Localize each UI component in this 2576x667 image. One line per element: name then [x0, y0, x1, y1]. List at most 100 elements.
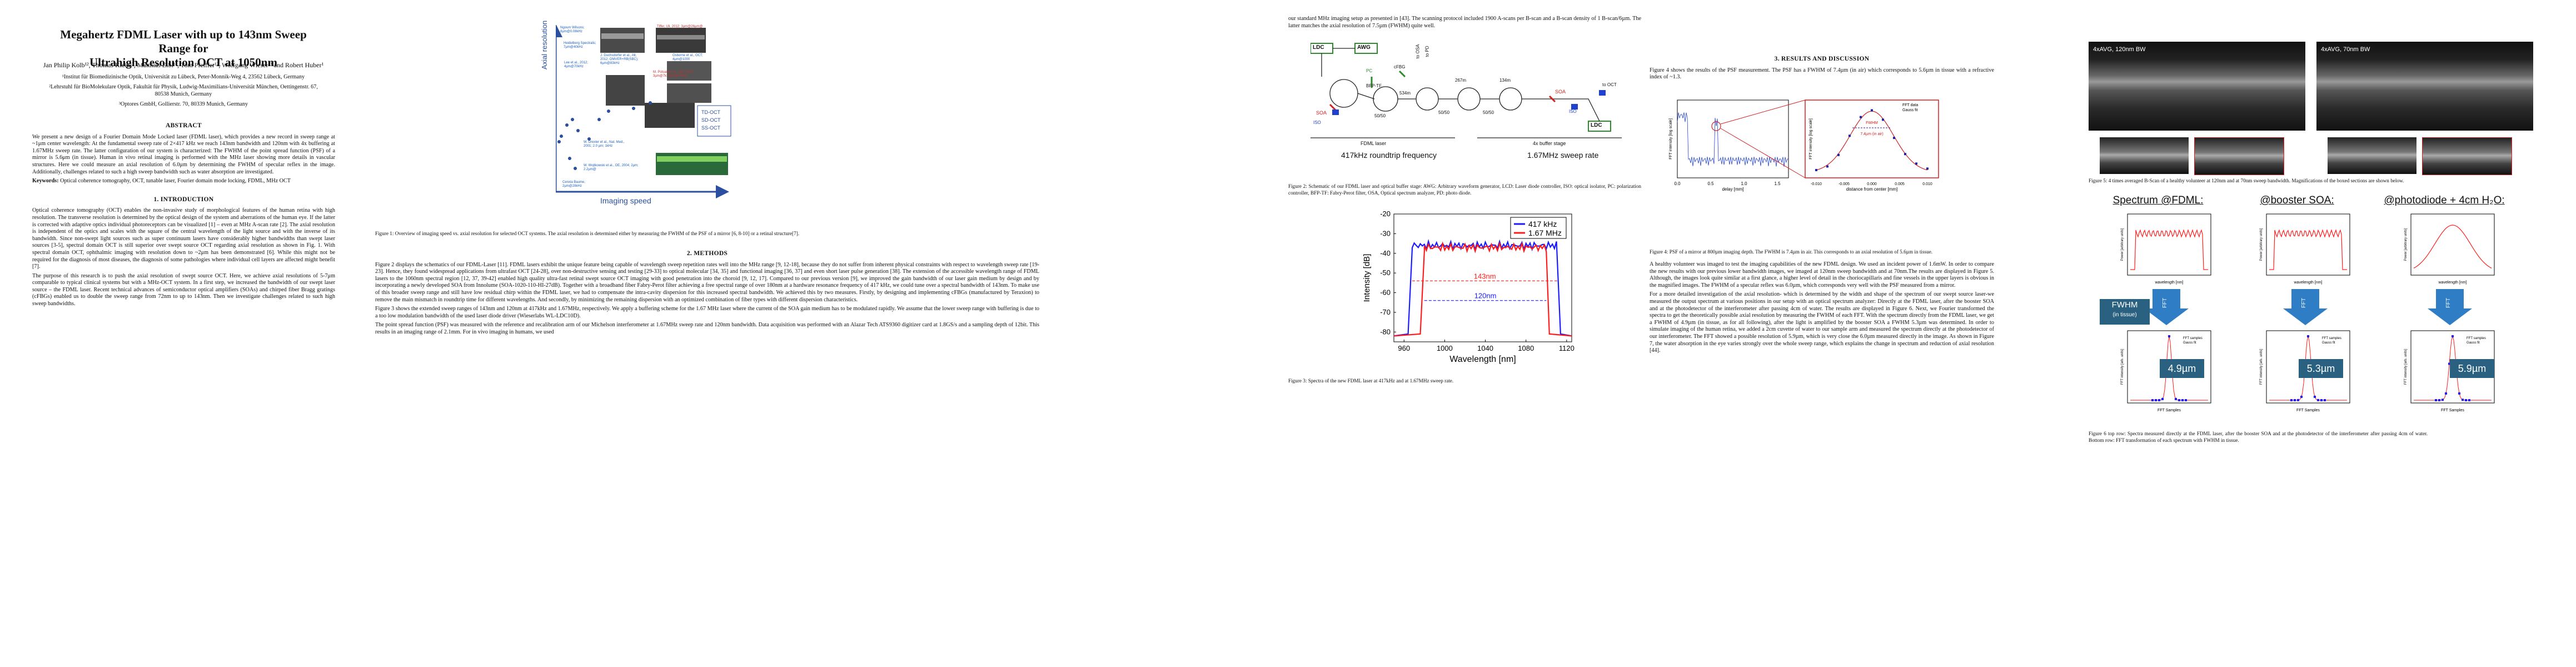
fig6-spectrum-trace	[2130, 229, 2208, 270]
fig4-left-frame	[1677, 99, 1789, 178]
fig6-fft-frame	[2266, 330, 2350, 404]
fig3-xtick-label: 1120	[1559, 344, 1575, 352]
fig3-legend	[1510, 217, 1567, 239]
legend-ss-oct: SS-OCT	[701, 125, 721, 131]
fig6-fft-point	[2462, 399, 2464, 401]
fig3-xtick-label: 1000	[1437, 344, 1453, 352]
annotation-4: J. Duchsdorfer et al., Alt, 2012; OMVER+…	[600, 54, 639, 65]
label-soa: SOA	[1316, 110, 1327, 116]
bscan-120nm-label: 4xAVG, 120nm BW	[2093, 46, 2146, 53]
fig6-fft-xlabel: FFT Samples	[2158, 409, 2181, 412]
fig3-legend-label: 1.67 MHz	[1528, 228, 1562, 237]
fwhm-box: FWHM (in tissue)	[2100, 299, 2150, 325]
fig6-title-soa: @booster SOA:	[2260, 195, 2334, 206]
fig6-spectrum-ylabel: Power [arbitrary units]	[2404, 228, 2408, 261]
fig6-fft-point	[2175, 397, 2177, 400]
fig6-fft-xlabel: FFT Samples	[2441, 409, 2464, 412]
methods-paragraph-2: Figure 3 shows the extended sweep ranges…	[375, 306, 1039, 319]
figure-4: 0.0 0.5 1.0 1.5 delay [mm] FFT intensity [log…	[1655, 97, 1944, 192]
keywords: Keywords: Optical coherence tomography, …	[32, 178, 335, 185]
group-fdml-frequency: 417kHz roundtrip frequency	[1341, 151, 1437, 160]
group-fdml-laser: FDML laser	[1361, 141, 1387, 146]
fig6-legend-fft: FFT samples	[2467, 337, 2486, 340]
fig4-zoom-line-1	[1720, 99, 1806, 125]
label-5050-2: 50/50	[1438, 110, 1450, 115]
fig4-fft-point	[1815, 168, 1817, 171]
figure-1: Axial resolution Imaging speed TD-OCT SD…	[540, 21, 889, 225]
fig6-spectrum-trace	[2413, 225, 2492, 268]
label-bfp-tf: BFP-TF	[1366, 83, 1382, 88]
fig4-peak-label: FWHM	[1866, 121, 1878, 125]
paper-page-2: our standard MHz imaging setup as presen…	[1288, 0, 2576, 667]
figure-2-caption: Figure 2: Schematic of our FDML laser an…	[1288, 183, 1641, 196]
annotation-5: Tiffer, Uli, 2012; 3µm@26µm@	[657, 25, 703, 28]
fig4-fft-point	[1826, 165, 1828, 168]
fig6-fft-point	[2320, 399, 2323, 401]
annotation-6: Osborne et al., OCT; 4µm@1000	[672, 54, 703, 61]
label-267m: 267m	[1455, 78, 1467, 83]
fig3-frame	[1393, 213, 1572, 342]
results-column-top: 3. RESULTS AND DISCUSSION Figure 4 shows…	[1650, 50, 1994, 83]
group-buffer-stage: 4x buffer stage	[1533, 141, 1566, 146]
annotation-7: M. Potsaid et al., OE, 2010; 3µm@7k; 5µm…	[653, 71, 694, 78]
fig6-fft-point	[2324, 399, 2326, 401]
fig6-fft-ylabel: FFT intensity [arb. units]	[2404, 349, 2408, 385]
fig3-annot-120: 120nm	[1474, 292, 1497, 300]
label-iso: ISO	[1313, 120, 1321, 125]
fig6-fft-point	[2158, 399, 2160, 401]
fig6-spectrum-ylabel: Power [arbitrary units]	[2260, 228, 2263, 261]
fig4-right-ylabel: FFT intensity [log scale]	[1809, 118, 1813, 160]
figure-4-chart: 0.0 0.5 1.0 1.5 delay [mm] FFT intensity [log…	[1669, 99, 1939, 192]
fig3-legend-label: 417 kHz	[1528, 220, 1557, 228]
abstract-heading: ABSTRACT	[165, 122, 202, 129]
fig6-arrow-label: FFT	[2301, 298, 2307, 308]
fig6-fft-point	[2185, 399, 2187, 401]
fig3-xlabel: Wavelength [nm]	[1449, 355, 1516, 364]
legend-box	[697, 105, 731, 137]
fig4-fft-point	[1860, 116, 1862, 118]
annotation-3: Lee et al., 2012; 4µm@70kHz	[564, 61, 589, 68]
fig4-right-xlabel: distance from center [mm]	[1846, 187, 1897, 192]
figure-4-caption: Figure 4: PSF of a mirror at 800µm imagi…	[1650, 249, 1933, 255]
oct-thumb-4	[606, 75, 645, 106]
fig6-fft-point	[2468, 399, 2470, 401]
methods-paragraph-1: Figure 2 displays the schematics of our …	[375, 261, 1039, 303]
label-iso-booster: ISO	[1569, 109, 1577, 114]
results-paragraph-2: A healthy volunteer was imaged to test t…	[1650, 261, 1994, 288]
figure-2: LDC AWG SOA ISO PC BFP-TF cFBG 50/50 534…	[1310, 38, 1622, 182]
fig6-legend-fft: FFT samples	[2183, 337, 2203, 340]
annotation-10: Cenxia Baume, 2µm@28kHz	[562, 181, 586, 188]
fig6-fft-point	[2294, 399, 2296, 401]
label-to-oct: to OCT	[1602, 82, 1617, 87]
fig6-title-photodiode: @photodiode + 4cm H₂O:	[2384, 195, 2505, 206]
fig4-fft-point	[1871, 109, 1873, 112]
fwhm-value-photodiode: 5.9µm	[2450, 359, 2494, 378]
y-axis-label: Axial resolution	[540, 20, 549, 69]
fig6-fft-point	[2300, 395, 2303, 398]
fig3-ytick-label: -60	[1380, 288, 1391, 297]
label-5050-1: 50/50	[1374, 113, 1386, 118]
group-buffer-rate: 1.67MHz sweep rate	[1527, 151, 1599, 160]
fig6-title-fdml: Spectrum @FDML:	[2112, 195, 2204, 206]
fig6-fft-xlabel: FFT Samples	[2296, 409, 2320, 412]
figure-3-chart: 960 1000 1040 1080 1120 -20 -30 -40 -50 -60 -70 -80…	[1362, 210, 1575, 364]
fig6-fft-frame	[2410, 330, 2495, 404]
fwhm-label: FWHM	[2111, 300, 2138, 310]
fig3-ytick-label: -30	[1380, 229, 1391, 237]
fig3-annot-143: 143nm	[1474, 272, 1496, 280]
fig6-fft-point	[2181, 399, 2184, 401]
legend-sd-oct: SD-OCT	[701, 117, 721, 123]
fig6-spectrum-xlabel: wavelength [nm]	[2294, 281, 2323, 285]
label-pc: PC	[1366, 68, 1373, 73]
fig6-fft-point	[2317, 399, 2319, 401]
fig6-fft-point	[2155, 399, 2157, 401]
label-to-pd: to PD	[1424, 46, 1430, 57]
fig4-fft-point	[1837, 153, 1840, 156]
fig6-fft-ylabel: FFT intensity [arb. units]	[2121, 349, 2124, 385]
author-list: Jan Philip Kolb¹², Thomas Klein¹², Matth…	[43, 61, 324, 69]
fig3-ytick-label: -20	[1380, 210, 1391, 218]
fig4-fwhm-label: 7.4µm (in air)	[1860, 132, 1883, 136]
fig6-fft-ylabel: FFT intensity [arb. units]	[2260, 349, 2263, 385]
figure-3: 960 1000 1040 1080 1120 -20 -30 -40 -50 -60 -70 -80…	[1361, 208, 1583, 375]
x-axis-label: Imaging speed	[600, 196, 651, 205]
